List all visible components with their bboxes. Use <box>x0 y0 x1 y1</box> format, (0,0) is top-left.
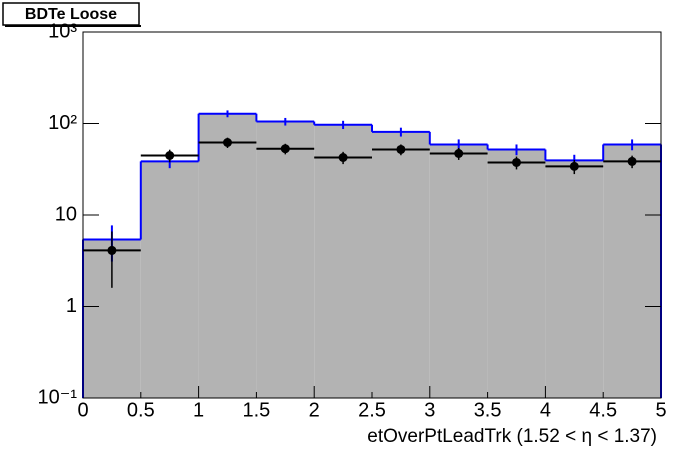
y-tick-label: 10² <box>48 112 77 134</box>
histogram-bar <box>256 121 315 398</box>
data-point <box>165 150 175 160</box>
histogram-bar <box>603 144 661 398</box>
data-point <box>223 137 232 147</box>
x-tick-label: 0 <box>77 399 88 421</box>
x-tick-label: 2 <box>309 399 320 421</box>
y-tick-label: 1 <box>66 295 77 317</box>
x-tick-label: 3.5 <box>474 399 502 421</box>
data-point <box>338 153 348 163</box>
x-axis-label: etOverPtLeadTrk (1.52 < η < 1.37) <box>367 426 657 447</box>
histogram-bar <box>140 161 199 398</box>
data-point <box>512 157 521 167</box>
histogram-bar <box>545 160 604 398</box>
data-point <box>280 144 290 154</box>
x-tick-label: 3 <box>424 399 435 421</box>
histogram-bar <box>429 144 488 398</box>
histogram-bar <box>314 124 372 398</box>
x-tick-label: 2.5 <box>358 399 386 421</box>
x-tick-label: 4 <box>540 399 551 421</box>
data-point <box>569 161 579 171</box>
x-tick-label: 0.5 <box>127 399 155 421</box>
data-point <box>454 149 464 159</box>
x-tick-label: 1 <box>193 399 204 421</box>
x-tick-label: 5 <box>655 399 666 421</box>
x-tick-label: 4.5 <box>589 399 617 421</box>
data-point <box>107 245 117 255</box>
x-tick-label: 1.5 <box>242 399 270 421</box>
y-tick-label: 10⁻¹ <box>38 386 78 408</box>
histogram-bar <box>198 113 257 399</box>
y-tick-label: 10³ <box>48 20 77 42</box>
histogram-bar <box>487 149 546 398</box>
histogram-bar <box>372 131 430 398</box>
data-point <box>396 144 406 154</box>
y-tick-label: 10 <box>55 203 77 225</box>
data-point <box>627 156 637 166</box>
chart-title: BDTe Loose <box>25 6 117 23</box>
